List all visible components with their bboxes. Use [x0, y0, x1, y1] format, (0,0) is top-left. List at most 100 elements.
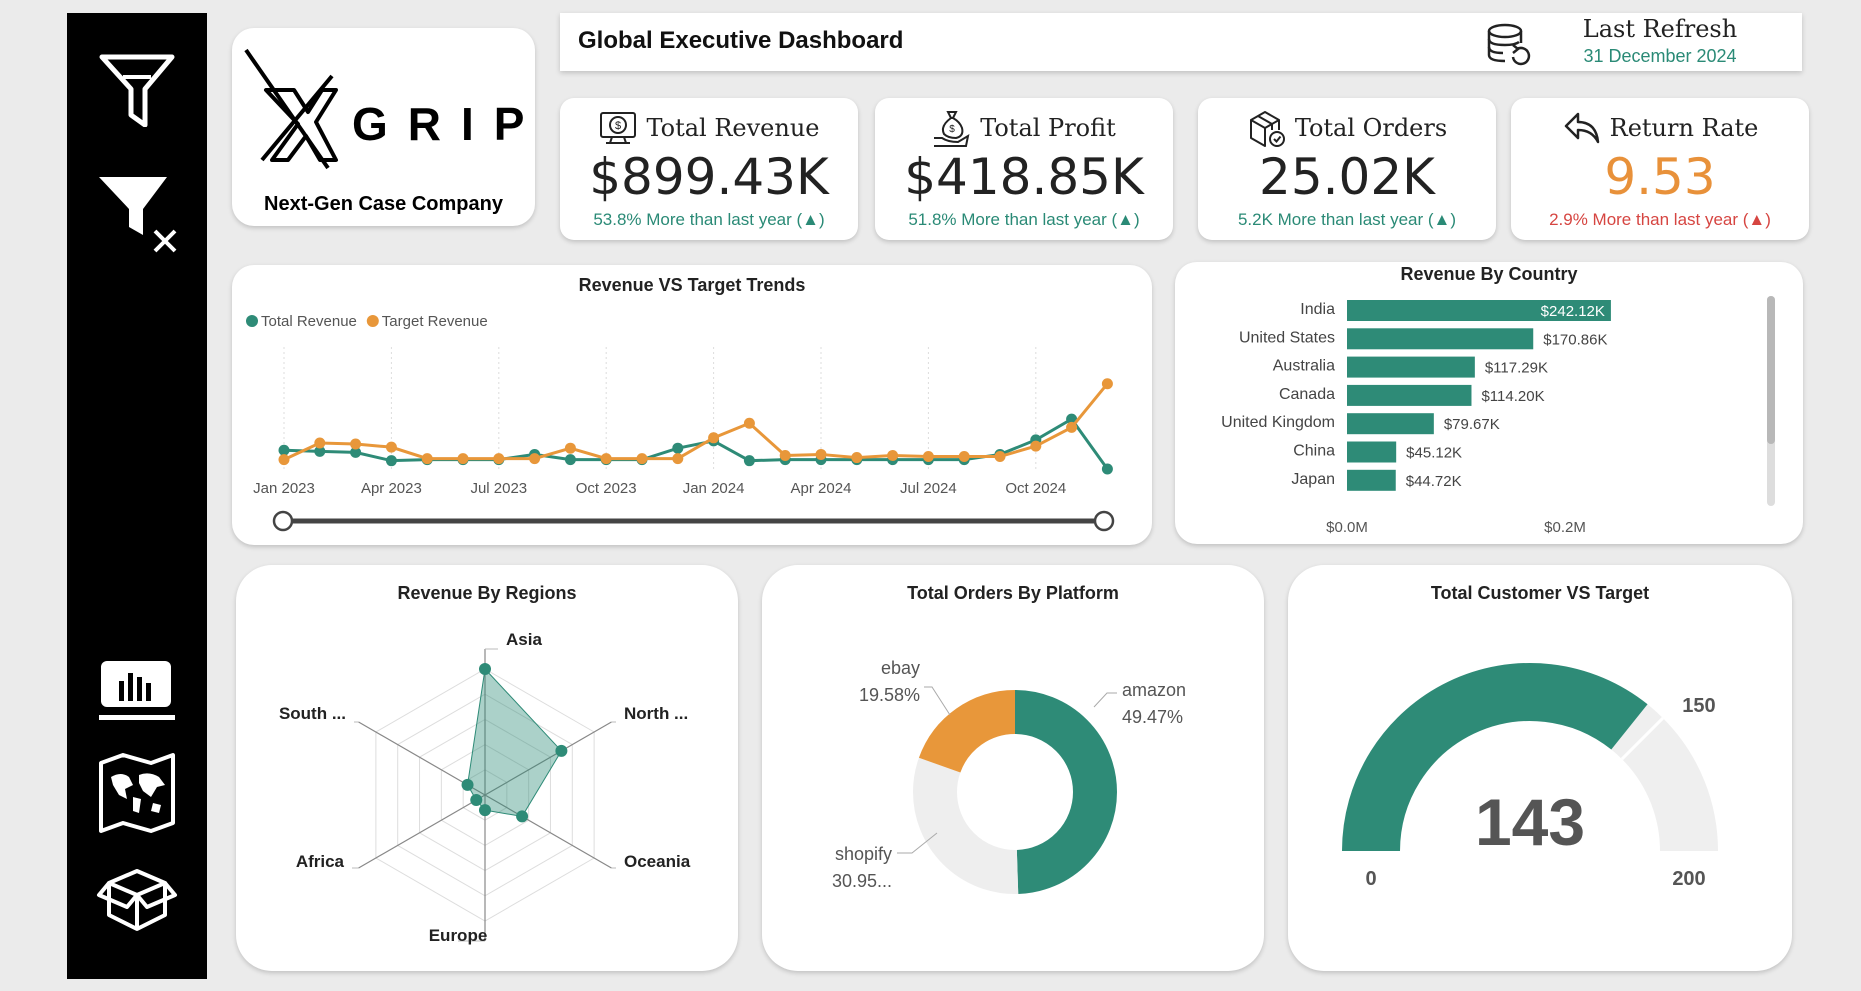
- series-point-1: [493, 453, 505, 465]
- country-scrollbar[interactable]: [1767, 296, 1775, 506]
- range-slider-end-handle[interactable]: [1093, 510, 1115, 532]
- radar-area: [467, 667, 563, 817]
- logo-text: GRIP: [352, 98, 535, 150]
- donut-leader-line: [1093, 692, 1117, 708]
- header-bar: Global Executive Dashboard Last Refresh …: [560, 13, 1802, 71]
- radar-axis-label: Asia: [506, 630, 542, 649]
- series-point-1: [672, 453, 684, 465]
- svg-text:$: $: [615, 120, 621, 132]
- kpi-orders-value: 25.02K: [1259, 148, 1435, 206]
- x-tick-label: Jan 2024: [683, 480, 745, 497]
- x-tick-label: Jul 2023: [470, 480, 527, 497]
- series-point-0: [314, 445, 326, 457]
- sidebar: [67, 13, 207, 979]
- last-refresh-label: Last Refresh: [1582, 15, 1738, 43]
- kpi-total-orders: Total Orders 25.02K 5.2K More than last …: [1198, 98, 1496, 240]
- series-point-1: [922, 451, 934, 463]
- map-button[interactable]: [95, 751, 179, 835]
- country-scrollbar-thumb[interactable]: [1767, 296, 1775, 444]
- radar-axis-label: Oceania: [624, 852, 691, 871]
- clear-filter-button[interactable]: [95, 173, 179, 257]
- series-point-1: [958, 451, 970, 463]
- donut-slice-ebay: [913, 690, 1117, 894]
- kpi-total-profit: $ Total Profit $418.85K 51.8% More than …: [875, 98, 1173, 240]
- country-bar: [1347, 441, 1397, 463]
- map-icon: [99, 753, 175, 833]
- series-point-1: [1101, 378, 1113, 390]
- x-tick-label: Oct 2024: [1005, 480, 1066, 497]
- report-button[interactable]: [95, 653, 179, 737]
- radar-point: [470, 794, 483, 807]
- series-point-1: [457, 453, 469, 465]
- radar-axis-label: North ...: [624, 704, 688, 723]
- series-point-1: [564, 442, 576, 454]
- series-point-1: [851, 452, 863, 464]
- country-label: United Kingdom: [1221, 414, 1335, 431]
- series-point-0: [743, 455, 755, 467]
- x-tick-label: Jan 2023: [253, 480, 315, 497]
- radar-axis-label: Africa: [296, 852, 345, 871]
- country-value-label: $45.12K: [1406, 445, 1462, 462]
- gauge-value: 143: [1475, 785, 1585, 859]
- country-label: United States: [1239, 329, 1335, 346]
- series-point-1: [815, 448, 827, 460]
- gauge-target-marker: [1620, 717, 1664, 761]
- donut-label-name: shopify: [835, 844, 892, 864]
- revenue-trend-chart: Total Revenue Target Revenue Jan 2023 Apr 2…: [246, 313, 1115, 532]
- radar-axis: [358, 794, 486, 869]
- series-point-0: [385, 455, 397, 467]
- series-point-1: [779, 449, 791, 461]
- country-bar: [1347, 469, 1396, 491]
- country-value-label: $114.20K: [1481, 388, 1544, 405]
- donut-label-pct: 19.58%: [859, 685, 920, 705]
- series-point-1: [385, 441, 397, 453]
- country-label: Australia: [1273, 358, 1335, 375]
- donut-leader-line: [897, 832, 938, 854]
- donut-label-pct: 30.95...: [832, 871, 892, 891]
- kpi-orders-label: Total Orders: [1294, 114, 1448, 142]
- radar-axis-label: South ...: [279, 704, 346, 723]
- x-tick-label: Apr 2023: [361, 480, 422, 497]
- revenue-trend-title: Revenue VS Target Trends: [578, 275, 806, 295]
- country-label: China: [1293, 443, 1335, 460]
- series-point-1: [314, 437, 326, 449]
- revenue-country-title: Revenue By Country: [1400, 264, 1578, 284]
- donut-label-name: ebay: [881, 658, 920, 678]
- country-value-label: $44.72K: [1406, 473, 1462, 490]
- series-point-1: [636, 453, 648, 465]
- radar-axis: [484, 794, 612, 869]
- brand-card: X GRIP Next-Gen Case Company: [232, 28, 535, 226]
- series-point-0: [1101, 463, 1113, 475]
- filter-button[interactable]: [95, 43, 179, 127]
- country-bar: [1347, 384, 1472, 406]
- return-arrow-icon: [1564, 112, 1599, 144]
- country-bar: [1347, 413, 1434, 435]
- box-icon: [97, 869, 177, 931]
- donut-leader-line: [924, 686, 951, 716]
- country-x-tick: $0.2M: [1544, 519, 1586, 536]
- x-tick-label: Oct 2023: [576, 480, 637, 497]
- radar-axis: [484, 721, 612, 796]
- series-point-1: [743, 417, 755, 429]
- box-button[interactable]: [95, 853, 179, 937]
- country-bar: [1347, 356, 1475, 378]
- donut-label-name: amazon: [1122, 680, 1186, 700]
- series-point-1: [994, 451, 1006, 463]
- kpi-return-delta: 2.9% More than last year (▲): [1549, 210, 1771, 229]
- gauge-max-label: 200: [1672, 868, 1705, 890]
- orders-platform-chart: amazon 49.47% shopify 30.95... ebay 19.58%: [832, 658, 1186, 894]
- money-screen-icon: $: [600, 112, 637, 144]
- series-point-0: [564, 454, 576, 466]
- radar-point: [516, 810, 529, 823]
- range-slider-start-handle[interactable]: [272, 510, 294, 532]
- orders-platform-panel: Total Orders By Platform amazon 49.47% sho…: [762, 565, 1264, 971]
- x-tick-label: Jul 2024: [900, 480, 957, 497]
- brand-logo: X GRIP: [244, 48, 535, 170]
- country-bar: [1347, 300, 1611, 321]
- series-point-1: [887, 449, 899, 461]
- database-refresh-icon: [1487, 23, 1531, 66]
- country-bar: [1347, 328, 1534, 350]
- kpi-return-value: 9.53: [1604, 148, 1716, 206]
- country-label: India: [1300, 301, 1335, 318]
- gauge-min-label: 0: [1365, 868, 1376, 890]
